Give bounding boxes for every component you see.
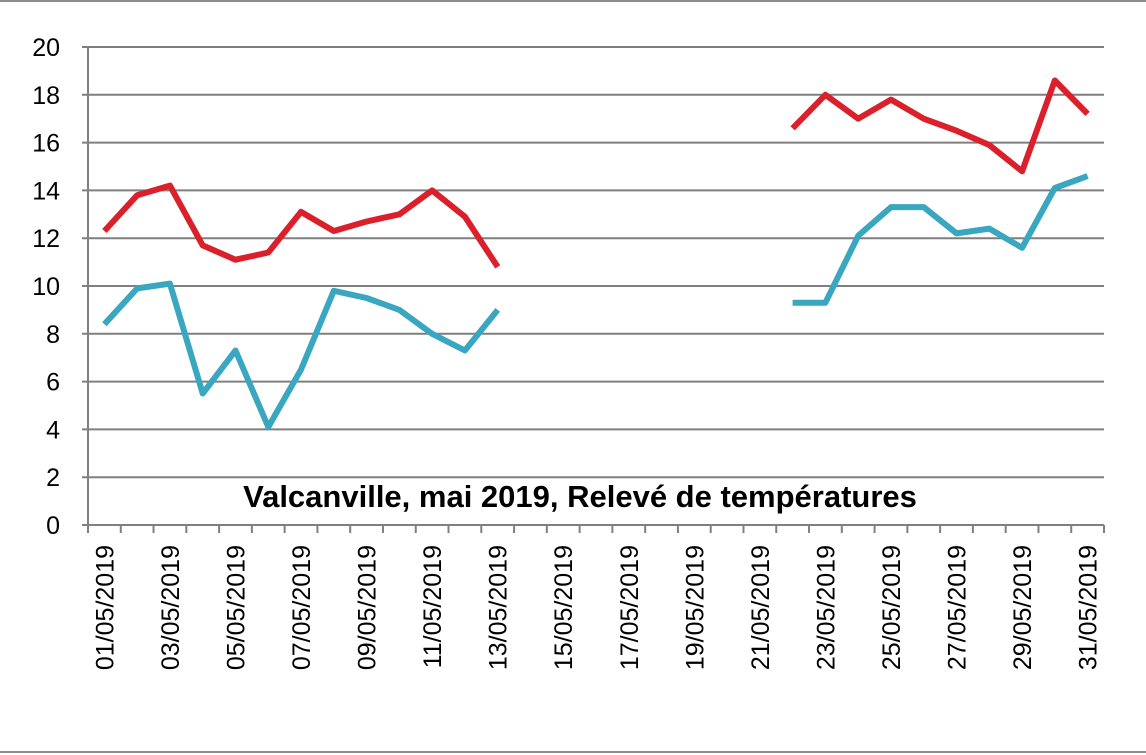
- y-tick-label: 10: [32, 273, 60, 301]
- y-axis-ticks: 0 2 4 6 8 10 12 14 16 18 20: [32, 34, 60, 540]
- y-tick-label: 14: [32, 177, 60, 205]
- y-tick-label: 20: [32, 34, 60, 62]
- x-tick-label: 07/05/2019: [288, 545, 316, 670]
- series-line-1: [102, 77, 1090, 269]
- chart-title: Valcanville, mai 2019, Relevé de tempéra…: [243, 479, 917, 514]
- x-tick-label: 05/05/2019: [222, 545, 250, 670]
- x-tick-label: 01/05/2019: [91, 545, 119, 670]
- x-tick-label: 31/05/2019: [1075, 545, 1103, 670]
- y-tick-label: 8: [46, 321, 60, 349]
- y-tick-label: 6: [46, 369, 60, 397]
- x-tick-label: 17/05/2019: [616, 545, 644, 670]
- y-tick-label: 4: [46, 416, 60, 444]
- x-tick-label: 25/05/2019: [878, 545, 906, 670]
- x-tick-label: 15/05/2019: [550, 545, 578, 670]
- x-tick-label: 19/05/2019: [681, 545, 709, 670]
- y-tick-label: 0: [46, 512, 60, 540]
- x-tick-label: 21/05/2019: [747, 545, 775, 670]
- y-tick-label: 16: [32, 130, 60, 158]
- x-tick-label: 27/05/2019: [944, 545, 972, 670]
- y-tick-label: 12: [32, 225, 60, 253]
- x-tick-label: 09/05/2019: [354, 545, 382, 670]
- x-tick-label: 03/05/2019: [157, 545, 185, 670]
- x-tick-label: 29/05/2019: [1009, 545, 1037, 670]
- y-tick-label: 2: [46, 464, 60, 492]
- x-axis-ticks: 01/05/2019 03/05/2019 05/05/2019 07/05/2019…: [87, 525, 1105, 670]
- x-tick-label: 11/05/2019: [419, 545, 447, 668]
- x-tick-label: 13/05/2019: [485, 545, 513, 670]
- x-tick-label: 23/05/2019: [812, 545, 840, 670]
- series-lines: [102, 77, 1090, 430]
- gridlines: [82, 46, 1104, 526]
- y-tick-label: 18: [32, 82, 60, 110]
- series-line-2: [102, 173, 1089, 430]
